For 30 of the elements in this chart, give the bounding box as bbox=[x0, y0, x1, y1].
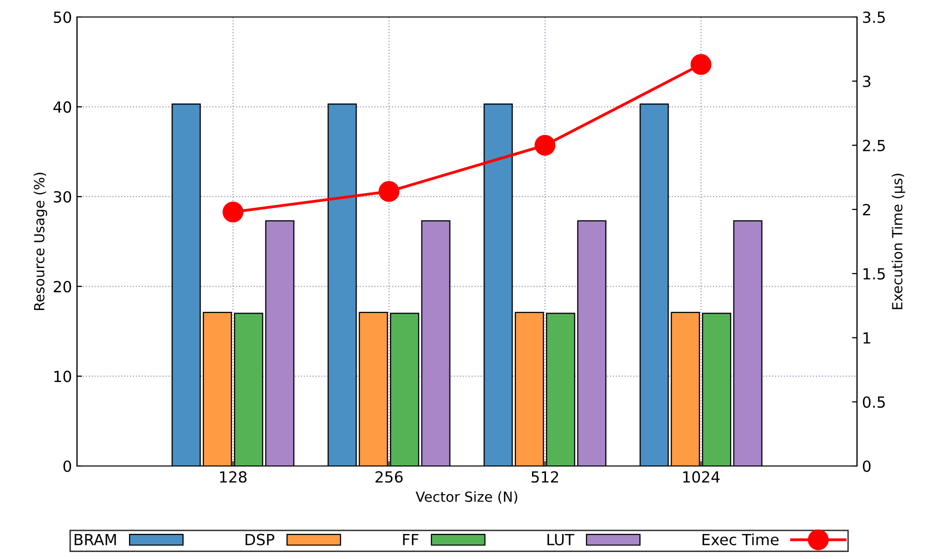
legend-label: Exec Time bbox=[702, 534, 779, 546]
y-tick-label: 30 bbox=[54, 191, 72, 203]
y2-tick-label: 0.5 bbox=[862, 396, 885, 408]
y-tick-label: 20 bbox=[54, 280, 72, 292]
point bbox=[534, 134, 556, 156]
y-tick-label: 10 bbox=[54, 370, 72, 382]
y2-tick-label: 2.5 bbox=[862, 140, 885, 152]
x-tick-label: 512 bbox=[532, 471, 558, 483]
x-tick-label: 256 bbox=[376, 471, 403, 483]
y2-tick-label: 1 bbox=[864, 332, 870, 344]
y-tick-label: 50 bbox=[54, 11, 72, 24]
y2-tick-label: 3.5 bbox=[863, 11, 885, 24]
y2-tick-label: 3 bbox=[863, 76, 870, 88]
legend-label: FF bbox=[403, 534, 418, 546]
point bbox=[222, 202, 244, 222]
y-tick-label: 40 bbox=[53, 101, 72, 113]
point bbox=[690, 54, 712, 75]
y2-tick-label: 0 bbox=[862, 460, 871, 472]
y2-tick-label: 2 bbox=[862, 204, 870, 216]
legend-label: LUT bbox=[548, 534, 574, 546]
y-axis-title: Resource Usage (%) bbox=[34, 172, 48, 310]
x-tick-label: 128 bbox=[220, 471, 247, 483]
x-axis-title: Vector Size (N) bbox=[416, 491, 518, 504]
legend-label: DSP bbox=[246, 534, 274, 546]
y-tick-label: 0 bbox=[63, 460, 72, 472]
y2-axis-title: Execution Time (μs) bbox=[892, 174, 906, 310]
point bbox=[378, 181, 400, 202]
y2-tick-label: 1.5 bbox=[864, 268, 885, 280]
x-tick-label: 1024 bbox=[683, 471, 720, 483]
legend-label: BRAM bbox=[74, 534, 116, 546]
